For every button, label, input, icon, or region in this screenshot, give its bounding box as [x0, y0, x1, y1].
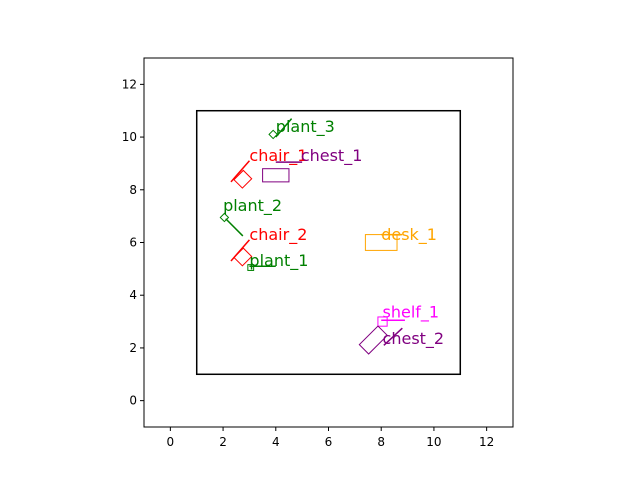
object-label: plant_3 [276, 117, 335, 137]
object-plant-3: plant_3 [268, 117, 335, 140]
object-label: chest_1 [301, 146, 363, 166]
object-plant-2: plant_2 [219, 196, 282, 237]
object-footprint [358, 325, 388, 355]
y-tick-label: 10 [122, 130, 137, 144]
object-label: chair_2 [249, 225, 307, 245]
y-tick-label: 12 [122, 77, 137, 91]
object-label: desk_1 [381, 225, 437, 245]
object-desk-1: desk_1 [364, 225, 437, 251]
room-boundary [195, 109, 462, 376]
object-facing-line [230, 239, 250, 262]
x-tick-label: 8 [377, 435, 385, 449]
y-tick-label: 0 [129, 394, 137, 408]
room-layer [195, 109, 462, 376]
x-tick-label: 2 [219, 435, 227, 449]
object-footprint [268, 129, 278, 140]
y-tick-label: 4 [129, 288, 137, 302]
y-tick-label: 6 [129, 236, 137, 250]
object-shelf-1: shelf_1 [377, 303, 440, 327]
object-label: shelf_1 [383, 303, 440, 323]
object-label: chair_1 [249, 146, 307, 166]
object-plant-1: plant_1 [247, 251, 308, 271]
x-tick-label: 12 [479, 435, 494, 449]
plot-area [143, 57, 514, 428]
y-tick-label: 8 [129, 183, 137, 197]
y-tick-label: 2 [129, 341, 137, 355]
object-facing-line [275, 118, 293, 138]
object-label: plant_1 [249, 251, 308, 271]
x-axis: 0 2 4 6 8 10 12 [167, 427, 494, 449]
y-axis: 0 2 4 6 8 10 12 [122, 77, 144, 408]
object-label: plant_2 [223, 196, 282, 216]
object-chest-2: chest_2 [358, 325, 445, 355]
object-footprint [233, 169, 253, 189]
object-facing-line [230, 160, 250, 183]
object-facing-line [225, 218, 244, 237]
object-facing-line [383, 327, 403, 346]
x-tick-label: 10 [426, 435, 441, 449]
x-tick-label: 6 [325, 435, 333, 449]
x-tick-label: 4 [272, 435, 280, 449]
object-footprint [247, 264, 255, 271]
x-tick-label: 0 [167, 435, 175, 449]
object-footprint [262, 168, 290, 183]
object-label: chest_2 [383, 329, 445, 349]
object-footprint [377, 316, 388, 327]
object-chair-1: chair_1 [230, 146, 307, 189]
object-chair-2: chair_2 [230, 225, 307, 267]
object-chest-1: chest_1 [262, 146, 363, 183]
